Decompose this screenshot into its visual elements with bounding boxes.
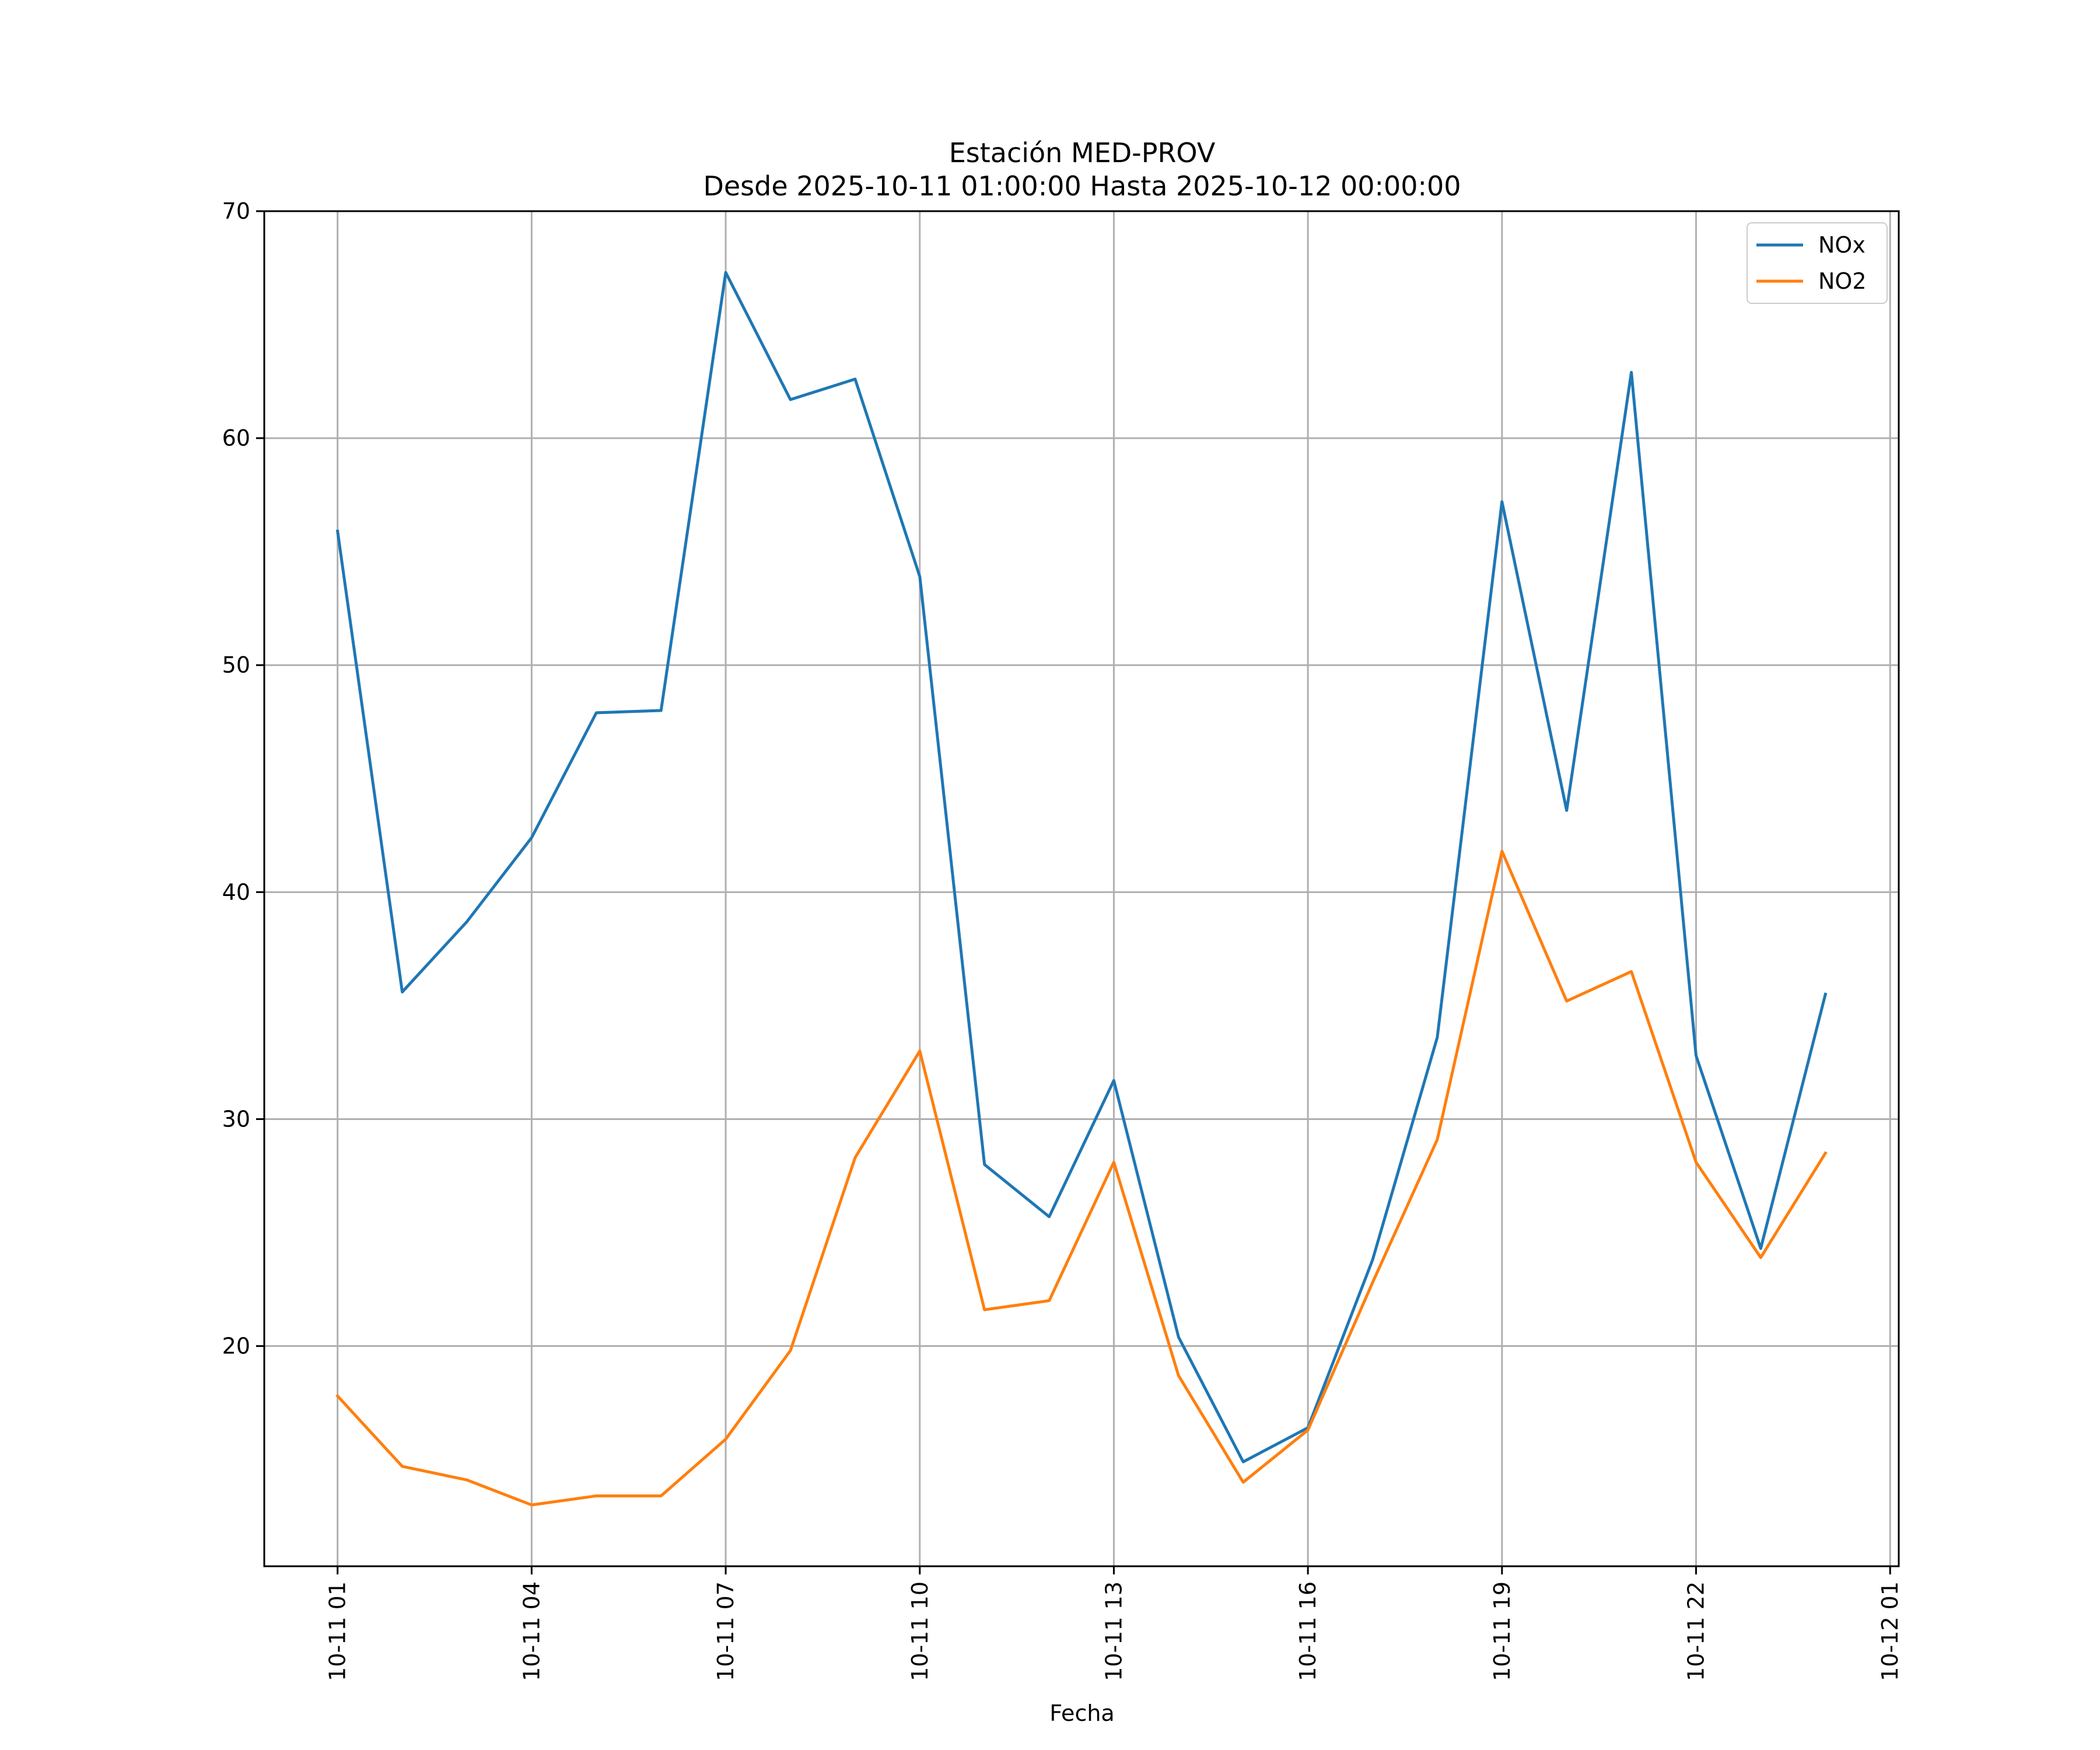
x-axis-label: Fecha (1049, 1700, 1114, 1726)
x-tick-label: 10-11 01 (325, 1581, 351, 1681)
x-tick-label: 10-11 07 (713, 1581, 738, 1681)
x-tick-label: 10-11 19 (1489, 1581, 1515, 1681)
y-tick-label: 30 (222, 1106, 250, 1132)
legend-label: NO2 (1818, 268, 1867, 294)
series-line-no2 (335, 849, 1828, 1507)
y-tick-label: 50 (222, 652, 250, 678)
x-tick-label: 10-11 04 (519, 1581, 544, 1681)
plot-frame (263, 210, 1900, 1567)
legend-box (1746, 222, 1888, 304)
legend-label: NOx (1818, 232, 1866, 258)
x-tick-label: 10-11 22 (1684, 1581, 1709, 1681)
series-layer (335, 271, 1828, 1507)
x-tick-label: 10-11 16 (1295, 1581, 1321, 1681)
y-tick-label: 40 (222, 879, 250, 905)
x-tick-label: 10-11 10 (907, 1581, 933, 1681)
y-tick-label: 70 (222, 198, 250, 224)
series-line-nox (335, 271, 1828, 1464)
chart-subtitle: Desde 2025-10-11 01:00:00 Hasta 2025-10-… (703, 170, 1461, 202)
x-tick-label: 10-11 13 (1101, 1581, 1126, 1681)
axis-ticks: 10-11 01 10-11 04 10-11 07 10-11 10 10-11 13… (222, 198, 1903, 1681)
y-tick-label: 60 (222, 425, 250, 451)
y-tick-label: 20 (222, 1334, 250, 1359)
legend: NOx NO2 (1746, 222, 1888, 304)
chart-title: Estación MED-PROV (949, 137, 1216, 169)
grid (264, 210, 1899, 1566)
x-tick-label: 10-12 01 (1877, 1581, 1903, 1681)
